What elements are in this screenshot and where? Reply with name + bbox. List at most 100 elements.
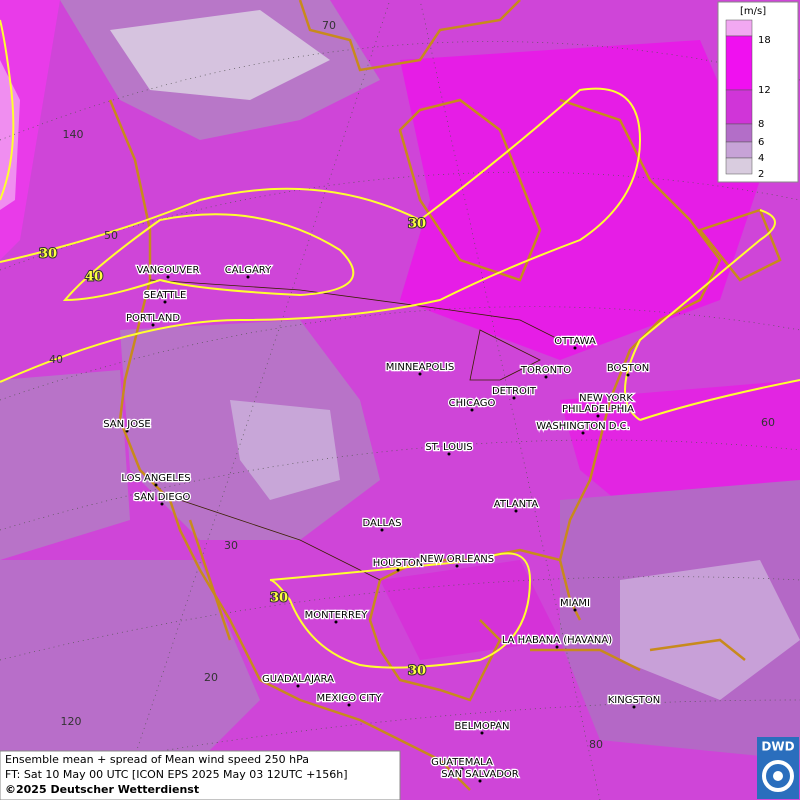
city-label: MEXICO CITY — [317, 693, 383, 704]
city-dot — [151, 323, 155, 327]
city-dot — [418, 372, 422, 376]
city-label: SAN DIEGO — [134, 492, 191, 503]
footer-box — [0, 750, 401, 800]
city-dot — [160, 502, 164, 506]
contour-label: 30 — [39, 247, 57, 262]
footer-line: FT: Sat 10 May 00 UTC [ICON EPS 2025 May… — [5, 768, 348, 781]
city-label: MIAMI — [560, 598, 590, 609]
city-dot — [626, 373, 630, 377]
city-dot — [447, 452, 451, 456]
city-dot — [154, 483, 158, 487]
city-dot — [480, 731, 484, 735]
city-dot — [596, 414, 600, 418]
footer-line: ©2025 Deutscher Wetterdienst — [5, 783, 199, 796]
legend-tick-label: 4 — [758, 153, 764, 164]
contour-label: 40 — [85, 270, 103, 285]
logo-icon — [773, 771, 783, 781]
legend-tick-label: 12 — [758, 85, 771, 96]
city-dot — [380, 528, 384, 532]
city-dot — [573, 346, 577, 350]
city-label: ATLANTA — [494, 499, 539, 510]
city-label: HOUSTON — [373, 558, 424, 569]
city-dot — [555, 645, 559, 649]
city-dot — [396, 568, 400, 572]
city-dot — [514, 509, 518, 513]
city-dot — [455, 564, 459, 568]
coastlines — [108, 0, 782, 791]
legend-tick-label: 8 — [758, 119, 764, 130]
city-label: GUATEMALA — [431, 757, 493, 768]
wind-field — [0, 0, 800, 760]
city-label: LOS ANGELES — [121, 473, 190, 484]
city-dot — [581, 431, 585, 435]
contour-label: 30 — [408, 664, 426, 679]
legend-swatch — [725, 89, 753, 125]
city-label: ST. LOUIS — [425, 442, 472, 453]
grid-label: 20 — [204, 671, 218, 684]
city-label: WASHINGTON D.C. — [536, 421, 630, 432]
city-dot — [460, 767, 464, 771]
footer-line: Ensemble mean + spread of Mean wind spee… — [5, 753, 309, 766]
legend-swatch — [725, 141, 753, 159]
legend-unit: [m/s] — [740, 6, 766, 17]
city-dot — [478, 779, 482, 783]
city-label: SAN JOSE — [103, 419, 151, 430]
logo-text: DWD — [761, 740, 794, 754]
city-label: MINNEAPOLIS — [386, 362, 454, 373]
contour-label: 30 — [408, 217, 426, 232]
city-label: CALGARY — [225, 265, 272, 276]
grid-labels: 70 140 50 40 60 30 20 120 80 — [49, 19, 775, 751]
city-dot — [544, 375, 548, 379]
city-label: DALLAS — [363, 518, 402, 529]
legend-swatch — [725, 19, 753, 37]
grid-label: 60 — [761, 416, 775, 429]
city-dot — [163, 300, 167, 304]
legend-swatch — [725, 123, 753, 143]
city-dot — [470, 408, 474, 412]
city-dot — [166, 275, 170, 279]
city-label: VANCOUVER — [137, 265, 200, 276]
city-label: SAN SALVADOR — [441, 769, 518, 780]
city-dot — [246, 275, 250, 279]
city-dot — [347, 703, 351, 707]
legend-tick-label: 6 — [758, 137, 764, 148]
isotachs — [0, 19, 800, 669]
city-label: PORTLAND — [126, 313, 180, 324]
city-dot — [632, 705, 636, 709]
grid-label: 80 — [589, 738, 603, 751]
grid-label: 50 — [104, 229, 118, 242]
grid-label: 140 — [63, 128, 84, 141]
city-label: DETROIT — [492, 386, 537, 397]
legend-tick-label: 2 — [758, 169, 764, 180]
city-label: NEW YORK — [579, 393, 633, 404]
grid-label: 40 — [49, 353, 63, 366]
city-label: MONTERREY — [305, 610, 369, 621]
grid-label: 70 — [322, 19, 336, 32]
city-label: PHILADELPHIA — [562, 404, 634, 415]
legend-tick-label: 18 — [758, 35, 771, 46]
city-label: BOSTON — [607, 363, 649, 374]
logo-icon — [762, 760, 794, 792]
city-label: KINGSTON — [608, 695, 661, 706]
logo: DWD — [757, 737, 799, 799]
contour-labels: 30 40 30 30 30 — [38, 216, 427, 680]
legend-swatch — [725, 157, 753, 175]
city-label: SEATTLE — [144, 290, 187, 301]
city-dot — [296, 684, 300, 688]
city-dot — [334, 620, 338, 624]
city-dot — [512, 396, 516, 400]
legend-swatch — [725, 35, 753, 91]
city-label: OTTAWA — [554, 336, 596, 347]
grid-label: 120 — [61, 715, 82, 728]
city-label: TORONTO — [520, 365, 571, 376]
city-labels: VANCOUVER CALGARY SEATTLE PORTLAND MINNEAPOL… — [102, 264, 662, 783]
city-label: GUADALAJARA — [262, 674, 334, 685]
contour-label: 30 — [270, 591, 288, 606]
city-label: LA HABANA (HAVANA) — [502, 635, 612, 646]
city-dot — [125, 429, 129, 433]
city-label: NEW ORLEANS — [420, 554, 494, 565]
city-dot — [604, 403, 608, 407]
city-label: BELMOPAN — [455, 721, 510, 732]
